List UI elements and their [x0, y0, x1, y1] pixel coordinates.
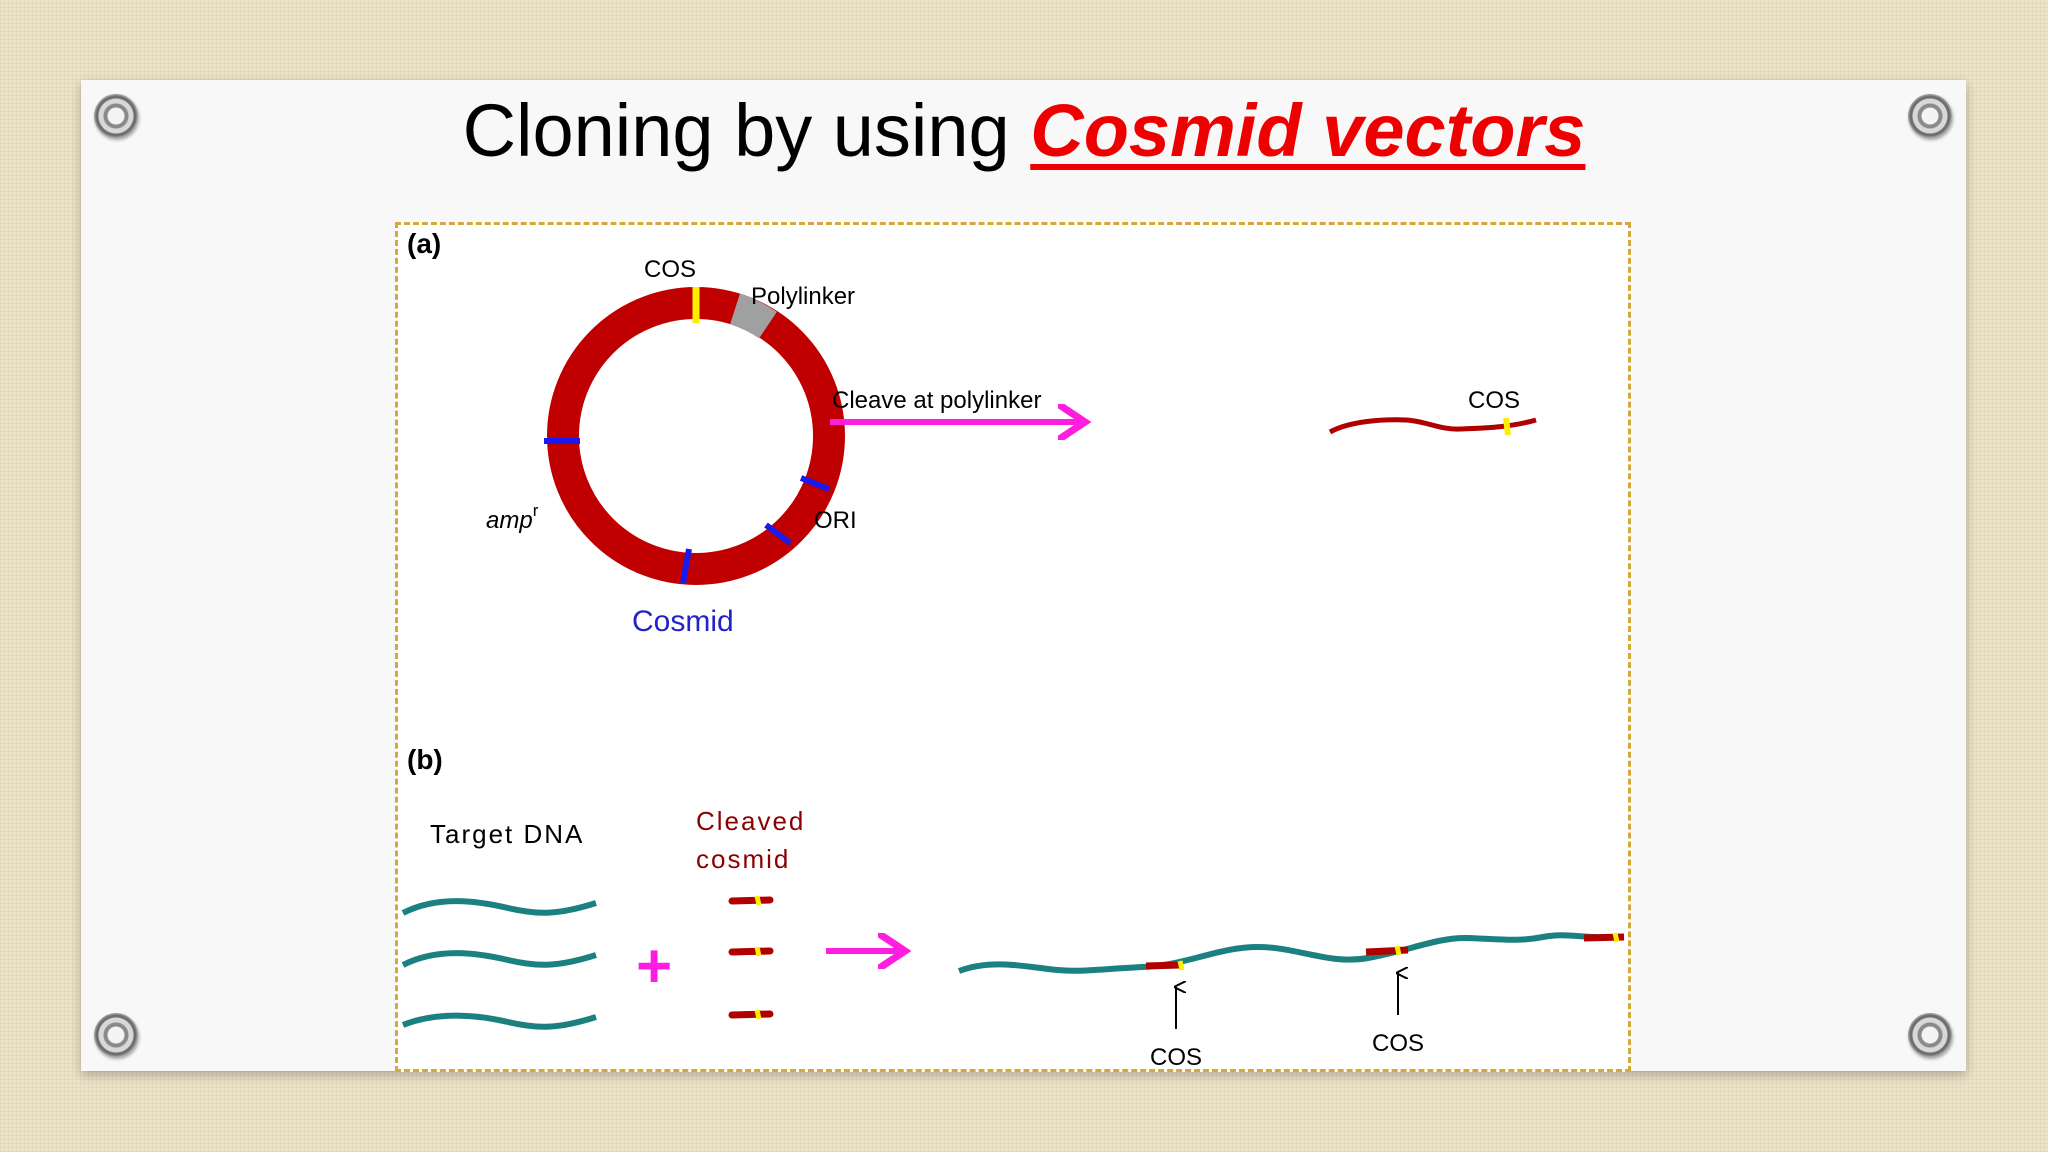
cos-pointer-label-1: COS: [1150, 1044, 1202, 1069]
cleaved-cosmid-fragment: [728, 947, 774, 956]
polylinker-segment: [729, 293, 777, 339]
cleaved-label-line1: Cleaved: [696, 806, 805, 836]
concatemer-cos-site: [1394, 945, 1402, 956]
ampr-label: ampr: [486, 501, 539, 534]
ori-lower-marker: [764, 522, 792, 546]
linear-cosmid: [1328, 417, 1537, 435]
fragment-cos-site: [754, 1009, 762, 1020]
recombinant-concatemer: [957, 932, 1599, 974]
concatemer-cos-site: [1177, 960, 1185, 971]
target-dna-strand: [401, 950, 597, 968]
polylinker-label: Polylinker: [751, 283, 855, 310]
cos-label: COS: [644, 256, 696, 283]
grommet-top-left: [94, 94, 138, 138]
linear-cos-label: COS: [1468, 387, 1520, 414]
fragment-cos-site: [754, 895, 762, 906]
target-dna-strand: [401, 1012, 597, 1030]
ampr-bottom-marker: [680, 548, 692, 584]
cosmid-ring: [547, 287, 845, 585]
cleaved-cosmid-fragment: [728, 896, 774, 905]
concatemer-cosmid-segment: [1145, 961, 1181, 970]
fragment-cos-site: [754, 946, 762, 957]
ampr-text: amp: [486, 507, 533, 534]
ori-label: ORI: [814, 507, 857, 534]
panel-a-label: (a): [407, 228, 441, 259]
concatemer-cos-site: [1612, 932, 1620, 943]
cosmid-cloning-diagram: (a) COS Polylinker ampr ORI Cosmid Cleav…: [401, 228, 1625, 1069]
target-dna-label: Target DNA: [430, 819, 584, 849]
cleave-label: Cleave at polylinker: [832, 387, 1041, 414]
ampr-superscript: r: [533, 501, 539, 520]
grommet-bottom-left: [94, 1013, 138, 1057]
title-plain: Cloning by using: [462, 89, 1031, 172]
target-dna-strand: [401, 898, 597, 916]
plus-sign: +: [636, 932, 672, 1001]
title-accent: Cosmid vectors: [1030, 89, 1586, 172]
diagram-frame: (a) COS Polylinker ampr ORI Cosmid Cleav…: [395, 222, 1631, 1072]
cleaved-cosmid-fragment: [728, 1010, 774, 1019]
slide-title: Cloning by using Cosmid vectors: [0, 88, 2048, 173]
panel-b-label: (b): [407, 744, 443, 775]
linear-cos-site: [1503, 417, 1511, 436]
concatemer-cosmid-segment: [1365, 946, 1409, 956]
grommet-bottom-right: [1908, 1013, 1952, 1057]
cosmid-label: Cosmid: [632, 605, 734, 638]
grommet-top-right: [1908, 94, 1952, 138]
ori-upper-marker: [799, 475, 831, 492]
cos-pointer-label-2: COS: [1372, 1030, 1424, 1057]
cleaved-label-line2: cosmid: [696, 844, 790, 874]
